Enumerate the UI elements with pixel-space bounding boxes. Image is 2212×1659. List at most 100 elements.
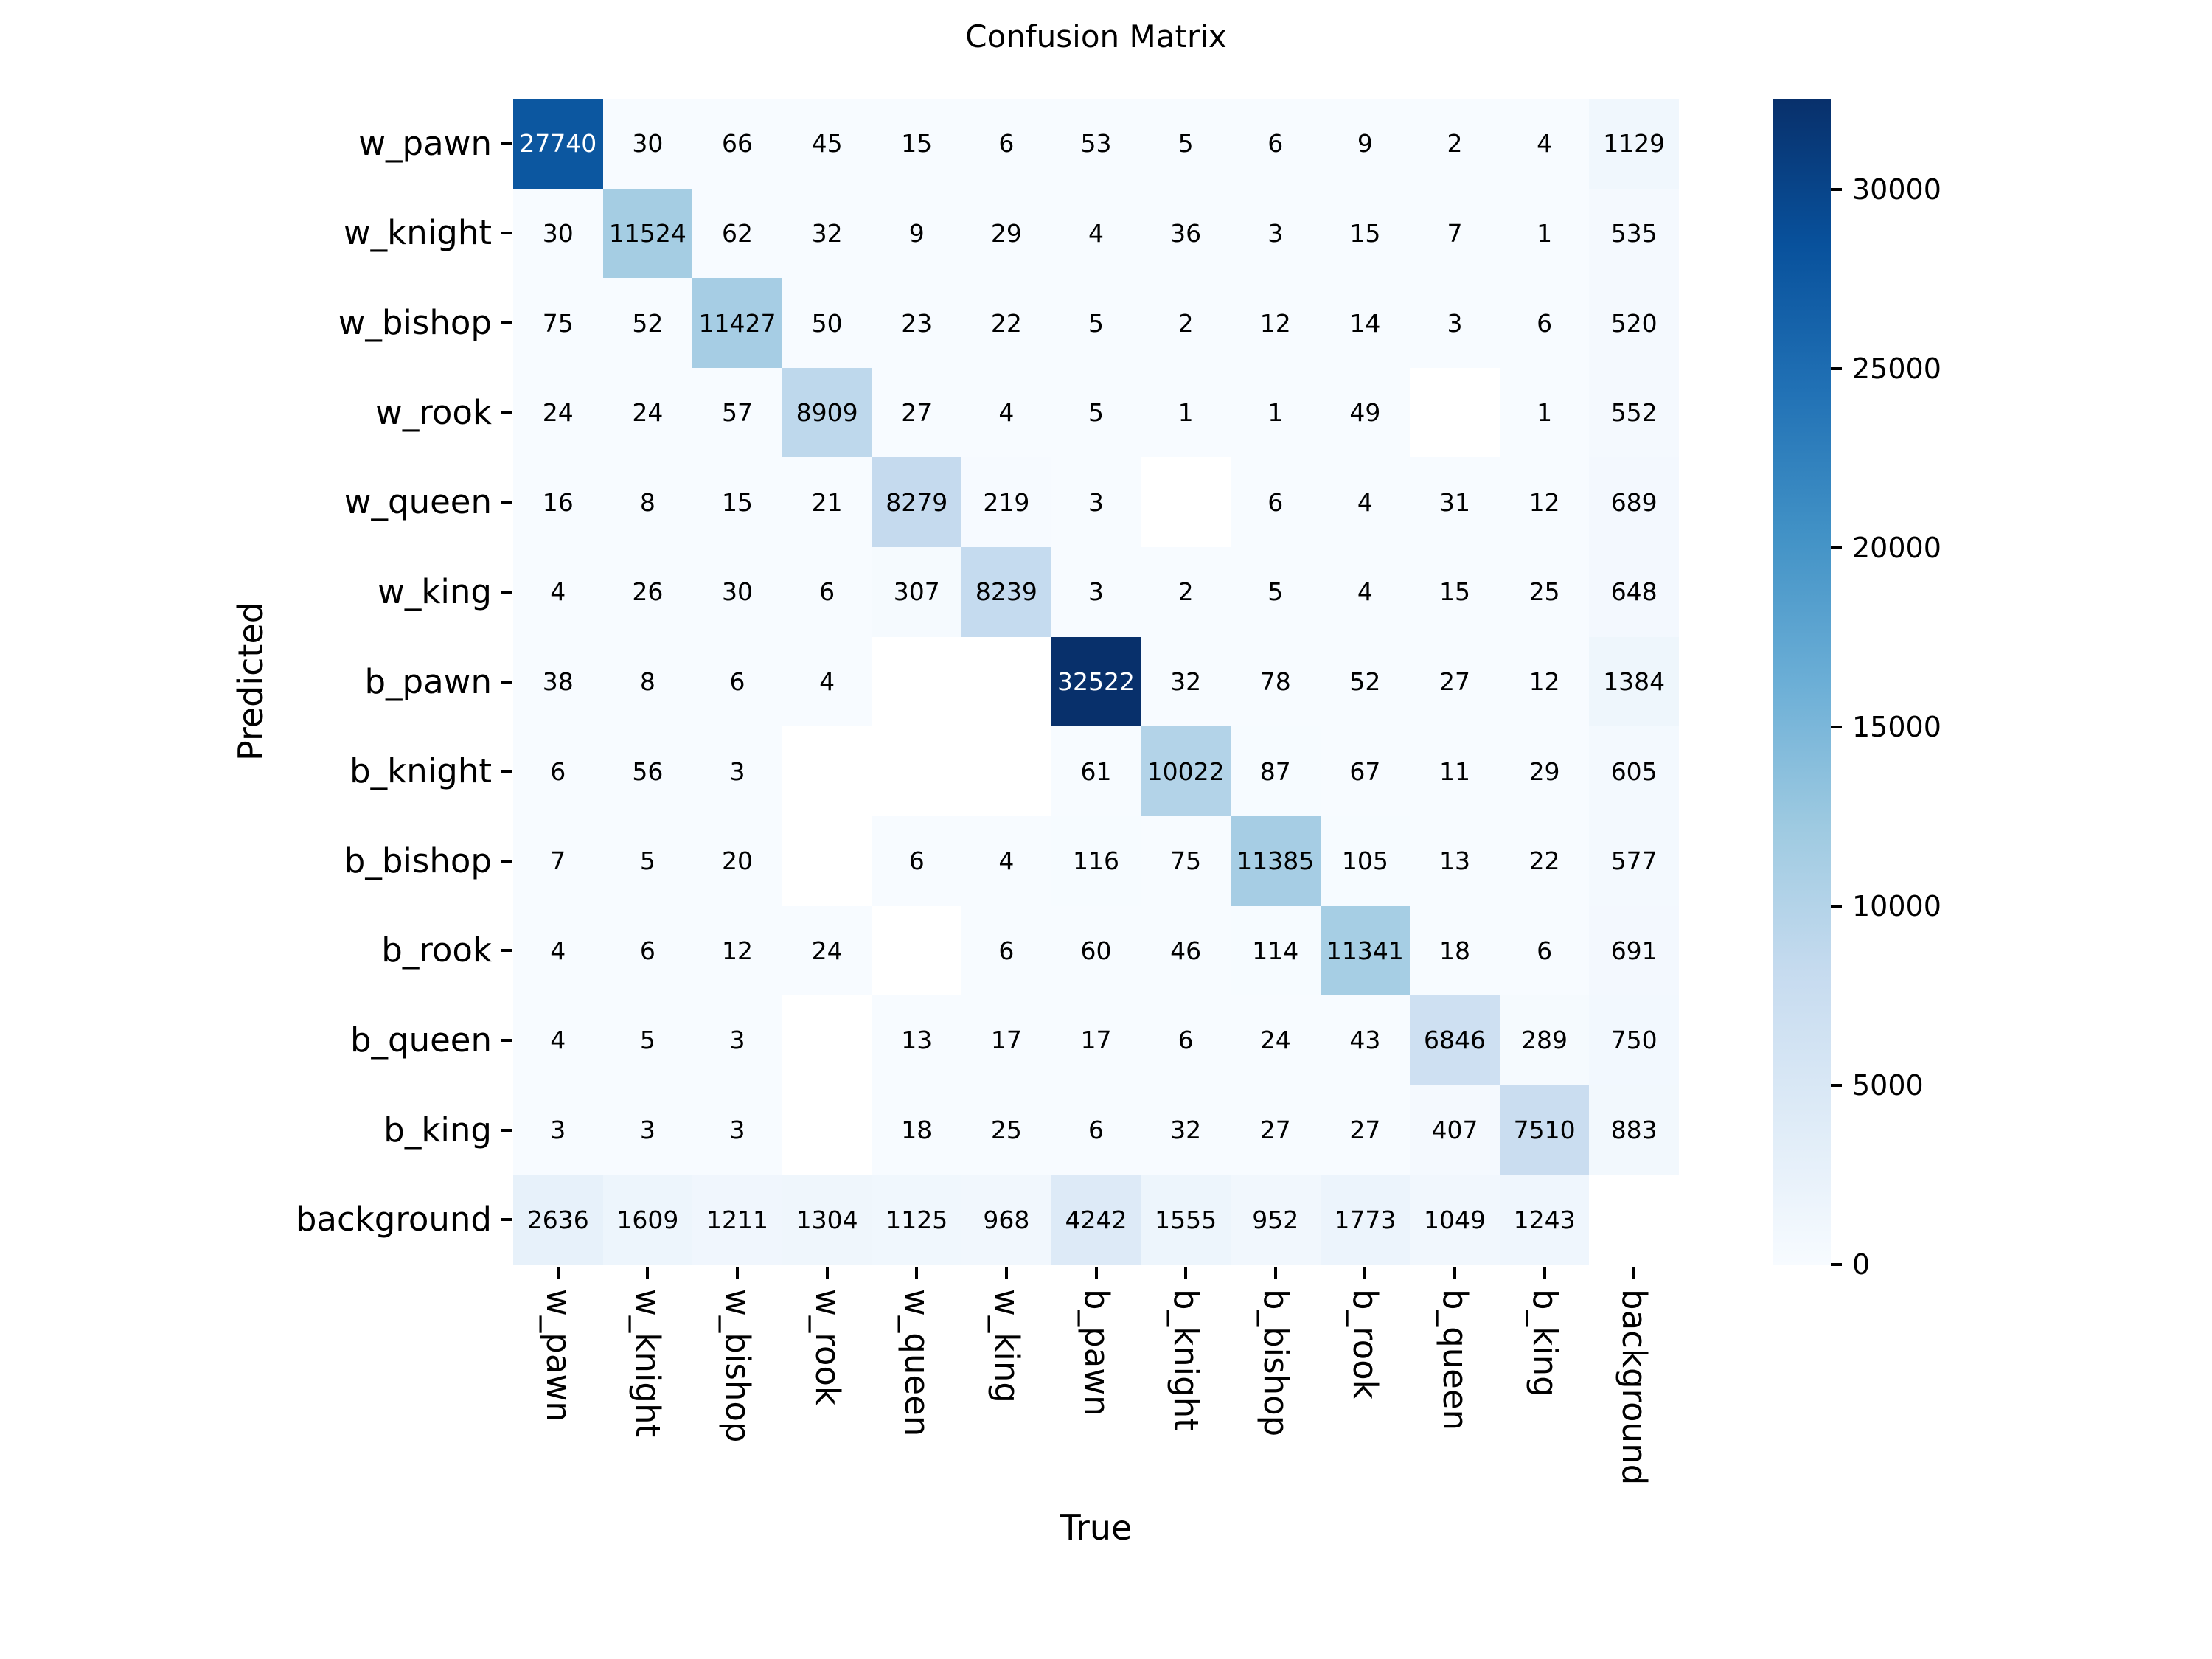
heatmap-cell-w_king-b_pawn: 3 <box>1051 547 1141 637</box>
heatmap-cell-b_king-w_queen: 18 <box>872 1085 962 1175</box>
colorbar-tick-label-0: 0 <box>1852 1248 1871 1281</box>
heatmap-cell-w_rook-b_rook: 49 <box>1320 367 1411 458</box>
heatmap-cell-w_bishop-w_queen: 23 <box>872 278 962 368</box>
heatmap-cell-b_pawn-b_king: 12 <box>1499 636 1590 727</box>
heatmap-cell-b_queen-b_king: 289 <box>1499 995 1590 1085</box>
heatmap-cell-w_knight-w_bishop: 62 <box>692 188 782 279</box>
chart-title: Confusion Matrix <box>965 18 1227 55</box>
heatmap-cell-background-w_knight: 1609 <box>602 1175 693 1265</box>
x-tick-mark <box>1632 1267 1636 1279</box>
heatmap-cell-w_rook-background: 552 <box>1589 367 1679 458</box>
heatmap-cell-w_king-w_bishop: 30 <box>692 547 782 637</box>
heatmap-cell-w_knight-background: 535 <box>1589 188 1679 279</box>
heatmap-cell-w_pawn-w_knight: 30 <box>602 99 693 189</box>
heatmap-cell-w_knight-b_pawn: 4 <box>1051 188 1141 279</box>
heatmap-cell-background-b_pawn: 4242 <box>1051 1175 1141 1265</box>
heatmap-cell-b_king-b_bishop: 27 <box>1230 1085 1321 1175</box>
heatmap-cell-w_knight-b_queen: 7 <box>1410 188 1500 279</box>
heatmap-cell-b_bishop-w_bishop: 20 <box>692 815 782 906</box>
heatmap-cell-w_knight-b_king: 1 <box>1499 188 1590 279</box>
heatmap-cell-b_bishop-w_queen: 6 <box>872 815 962 906</box>
x-tick-mark <box>1004 1267 1008 1279</box>
heatmap-cell-w_bishop-w_pawn: 75 <box>513 278 603 368</box>
heatmap-cell-w_rook-w_pawn: 24 <box>513 367 603 458</box>
colorbar-tick-mark <box>1831 187 1842 191</box>
x-tick-label-w_bishop: w_bishop <box>718 1289 758 1443</box>
heatmap-cell-w_bishop-background: 520 <box>1589 278 1679 368</box>
heatmap-grid: 27740 30 66 45 15 6 53 5 6 9 2 4 1129 30 11524 62 32 9 29 4… <box>513 99 1679 1265</box>
heatmap-cell-b_pawn-b_knight: 32 <box>1141 636 1231 727</box>
colorbar-tick-mark <box>1831 1263 1842 1266</box>
heatmap-cell-w_rook-w_bishop: 57 <box>692 367 782 458</box>
x-tick-label-b_rook: b_rook <box>1346 1289 1385 1399</box>
heatmap-cell-b_queen-b_bishop: 24 <box>1230 995 1321 1085</box>
x-tick-mark <box>1363 1267 1367 1279</box>
heatmap-cell-b_pawn-w_queen <box>872 636 962 727</box>
y-tick-mark <box>501 1038 512 1042</box>
heatmap-cell-w_knight-b_bishop: 3 <box>1230 188 1321 279</box>
heatmap-cell-b_knight-b_rook: 67 <box>1320 726 1411 816</box>
heatmap-cell-b_knight-b_bishop: 87 <box>1230 726 1321 816</box>
heatmap-cell-w_pawn-b_bishop: 6 <box>1230 99 1321 189</box>
heatmap-cell-w_king-w_rook: 6 <box>782 547 872 637</box>
heatmap-cell-b_knight-b_knight: 10022 <box>1141 726 1231 816</box>
heatmap-cell-b_queen-w_king: 17 <box>961 995 1051 1085</box>
y-tick-mark <box>501 321 512 325</box>
x-tick-label-w_king: w_king <box>987 1289 1026 1403</box>
y-tick-mark <box>501 770 512 773</box>
x-tick-label-w_pawn: w_pawn <box>538 1289 578 1422</box>
heatmap-cell-w_pawn-b_queen: 2 <box>1410 99 1500 189</box>
heatmap-cell-w_bishop-w_knight: 52 <box>602 278 693 368</box>
heatmap-cell-w_queen-b_rook: 4 <box>1320 457 1411 548</box>
heatmap-cell-w_king-b_rook: 4 <box>1320 547 1411 637</box>
heatmap-cell-w_queen-b_bishop: 6 <box>1230 457 1321 548</box>
heatmap-cell-b_rook-b_pawn: 60 <box>1051 905 1141 996</box>
heatmap-cell-b_queen-w_bishop: 3 <box>692 995 782 1085</box>
heatmap-cell-w_pawn-b_pawn: 53 <box>1051 99 1141 189</box>
heatmap-cell-b_rook-b_rook: 11341 <box>1320 905 1411 996</box>
heatmap-cell-w_king-b_king: 25 <box>1499 547 1590 637</box>
heatmap-cell-w_bishop-b_knight: 2 <box>1141 278 1231 368</box>
heatmap-cell-w_knight-b_rook: 15 <box>1320 188 1411 279</box>
heatmap-cell-w_bishop-b_bishop: 12 <box>1230 278 1321 368</box>
colorbar-tick-label-10000: 10000 <box>1852 889 1941 922</box>
heatmap-cell-w_pawn-b_knight: 5 <box>1141 99 1231 189</box>
heatmap-cell-b_knight-w_king <box>961 726 1051 816</box>
heatmap-cell-b_queen-b_queen: 6846 <box>1410 995 1500 1085</box>
x-tick-label-b_bishop: b_bishop <box>1256 1289 1295 1437</box>
heatmap-cell-b_king-b_rook: 27 <box>1320 1085 1411 1175</box>
heatmap-cell-w_pawn-b_rook: 9 <box>1320 99 1411 189</box>
x-tick-label-b_knight: b_knight <box>1166 1289 1206 1431</box>
y-tick-label-b_queen: b_queen <box>349 1020 492 1060</box>
x-tick-label-b_king: b_king <box>1525 1289 1565 1397</box>
x-tick-mark <box>646 1267 650 1279</box>
heatmap-cell-b_pawn-w_bishop: 6 <box>692 636 782 727</box>
heatmap-cell-w_bishop-w_king: 22 <box>961 278 1051 368</box>
heatmap-cell-w_bishop-w_bishop: 11427 <box>692 278 782 368</box>
heatmap-cell-b_queen-w_pawn: 4 <box>513 995 603 1085</box>
heatmap-cell-w_queen-b_queen: 31 <box>1410 457 1500 548</box>
x-tick-label-w_knight: w_knight <box>628 1289 668 1438</box>
heatmap-cell-w_rook-b_pawn: 5 <box>1051 367 1141 458</box>
y-tick-label-w_king: w_king <box>378 571 492 611</box>
heatmap-cell-w_bishop-b_queen: 3 <box>1410 278 1500 368</box>
y-tick-mark <box>501 142 512 145</box>
heatmap-cell-b_knight-w_queen <box>872 726 962 816</box>
heatmap-cell-b_bishop-w_rook <box>782 815 872 906</box>
y-tick-label-w_knight: w_knight <box>343 213 492 253</box>
heatmap-cell-b_knight-w_rook <box>782 726 872 816</box>
heatmap-cell-b_pawn-b_rook: 52 <box>1320 636 1411 727</box>
colorbar-tick-label-30000: 30000 <box>1852 173 1941 206</box>
heatmap-cell-b_knight-background: 605 <box>1589 726 1679 816</box>
heatmap-cell-w_rook-b_knight: 1 <box>1141 367 1231 458</box>
y-tick-mark <box>501 949 512 953</box>
heatmap-cell-b_bishop-b_bishop: 11385 <box>1230 815 1321 906</box>
heatmap-cell-w_bishop-w_rook: 50 <box>782 278 872 368</box>
heatmap-cell-w_king-background: 648 <box>1589 547 1679 637</box>
x-tick-mark <box>1453 1267 1456 1279</box>
heatmap-cell-w_king-b_bishop: 5 <box>1230 547 1321 637</box>
x-tick-mark <box>825 1267 829 1279</box>
heatmap-cell-background-w_pawn: 2636 <box>513 1175 603 1265</box>
heatmap-cell-b_knight-b_queen: 11 <box>1410 726 1500 816</box>
y-tick-mark <box>501 680 512 684</box>
